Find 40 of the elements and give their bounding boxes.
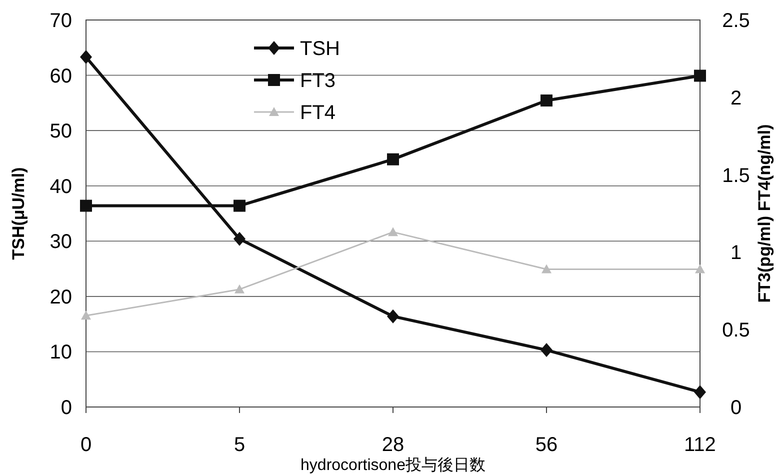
y2-tick-label: 0 (730, 397, 742, 419)
legend-label: FT4 (300, 102, 336, 124)
y-tick-label: 70 (50, 10, 72, 32)
point (387, 309, 399, 324)
legend-label: TSH (300, 38, 340, 60)
y-tick-label: 20 (50, 286, 72, 308)
y2-tick-label: 2.5 (722, 10, 750, 32)
point (387, 153, 399, 166)
x-tick-label: 56 (535, 434, 558, 456)
point (694, 385, 706, 400)
y-axis-title: TSH(μU/ml) (9, 167, 28, 260)
point (540, 343, 552, 358)
y2-tick-label: 2 (730, 87, 742, 110)
point (694, 70, 706, 82)
y-tick-label: 30 (50, 231, 72, 254)
y-tick-label: 0 (60, 397, 72, 419)
y-tick-label: 40 (50, 176, 72, 198)
x-tick-label: 112 (684, 434, 716, 456)
y2-tick-label: 0.5 (722, 320, 750, 342)
point (80, 200, 92, 212)
legend-label: FT3 (300, 70, 336, 92)
point (234, 284, 244, 294)
point (80, 50, 92, 64)
point (388, 227, 398, 236)
y-tick-label: 10 (50, 342, 72, 364)
point (542, 264, 552, 274)
point (234, 200, 246, 212)
y-tick-label: 50 (50, 120, 72, 143)
point (234, 232, 246, 246)
x-axis-title: hydrocortisone投与後日数 (300, 456, 486, 474)
x-tick-label: 28 (382, 434, 404, 456)
point (81, 310, 91, 320)
point (695, 264, 705, 274)
y2-tick-label: 1.5 (722, 164, 750, 187)
x-tick-label: 0 (80, 434, 92, 456)
point (540, 94, 552, 106)
y2-tick-label: 1 (730, 242, 742, 264)
x-tick-label: 5 (234, 434, 246, 456)
y-tick-label: 60 (50, 65, 72, 88)
y2-axis-title: FT3(pg/ml) FT4(ng/ml) (755, 124, 774, 303)
